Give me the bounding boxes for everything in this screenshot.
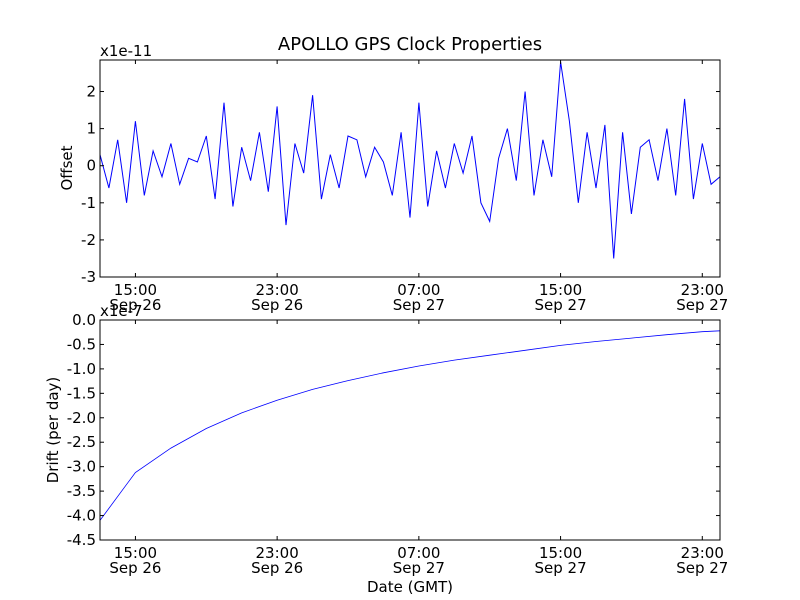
drift-y-tick-label: -0.5 — [67, 335, 96, 353]
drift-y-tick-label: -4.5 — [67, 531, 96, 549]
drift-y-tick-label: -3.0 — [67, 458, 96, 476]
drift-x-tick-time: 23:00 — [681, 544, 724, 562]
offset-y-tick-label: 2 — [86, 83, 96, 101]
offset-x-tick-date: Sep 27 — [535, 296, 587, 314]
offset-plot-area — [100, 60, 720, 277]
offset-axes-frame — [99, 59, 721, 278]
drift-y-tick-label: -2.0 — [67, 409, 96, 427]
drift-y-tick-label: -2.5 — [67, 433, 96, 451]
offset-x-tick-time: 15:00 — [114, 281, 157, 299]
offset-series-line — [99, 61, 721, 259]
offset-y-tick-label: 0 — [86, 157, 96, 175]
offset-x-tick-date: Sep 27 — [676, 296, 728, 314]
offset-x-tick-date: Sep 26 — [109, 296, 161, 314]
drift-y-tick-label: -1.0 — [67, 360, 96, 378]
drift-y-tick-label: -4.0 — [67, 507, 96, 525]
drift-ticks-group: -4.5 -4.0 -3.5 -3.0 -2.5 -2.0 -1.5 -1.0 -0.5 0.0 1… — [67, 311, 729, 577]
drift-x-tick-date: Sep 27 — [535, 559, 587, 577]
drift-x-tick-date: Sep 26 — [251, 559, 303, 577]
drift-panel: -4.5 -4.0 -3.5 -3.0 -2.5 -2.0 -1.5 -1.0 -0.5 0.0 1… — [44, 302, 728, 596]
drift-x-tick-date: Sep 27 — [676, 559, 728, 577]
offset-x-tick-time: 23:00 — [681, 281, 724, 299]
offset-y-multiplier: x1e-11 — [100, 42, 152, 60]
drift-x-tick-time: 07:00 — [397, 544, 440, 562]
drift-series-line — [99, 330, 721, 521]
drift-y-tick-label: -3.5 — [67, 482, 96, 500]
drift-x-axis-label: Date (GMT) — [367, 578, 453, 596]
chart-title: APOLLO GPS Clock Properties — [278, 34, 542, 55]
drift-y-axis-label: Drift (per day) — [44, 377, 62, 484]
offset-x-tick-date: Sep 26 — [251, 296, 303, 314]
offset-y-tick-label: -1 — [81, 194, 96, 212]
drift-x-tick-date: Sep 27 — [393, 559, 445, 577]
drift-x-tick-time: 15:00 — [114, 544, 157, 562]
offset-series-group — [99, 61, 721, 259]
offset-x-tick-time: 07:00 — [397, 281, 440, 299]
drift-y-multiplier: x1e-7 — [100, 302, 143, 320]
offset-y-tick-label: -2 — [81, 231, 96, 249]
drift-x-tick-time: 23:00 — [256, 544, 299, 562]
drift-series-group — [99, 330, 721, 521]
drift-y-tick-label: 0.0 — [72, 311, 96, 329]
drift-plot-area — [100, 320, 720, 540]
drift-x-tick-time: 15:00 — [539, 544, 582, 562]
offset-x-tick-time: 15:00 — [539, 281, 582, 299]
drift-axes-frame — [99, 319, 721, 541]
drift-x-tick-date: Sep 26 — [109, 559, 161, 577]
offset-y-tick-label: -3 — [81, 268, 96, 286]
offset-x-tick-date: Sep 27 — [393, 296, 445, 314]
offset-y-axis-label: Offset — [58, 145, 76, 190]
offset-x-tick-time: 23:00 — [256, 281, 299, 299]
drift-y-tick-label: -1.5 — [67, 384, 96, 402]
offset-y-tick-label: 1 — [86, 120, 96, 138]
